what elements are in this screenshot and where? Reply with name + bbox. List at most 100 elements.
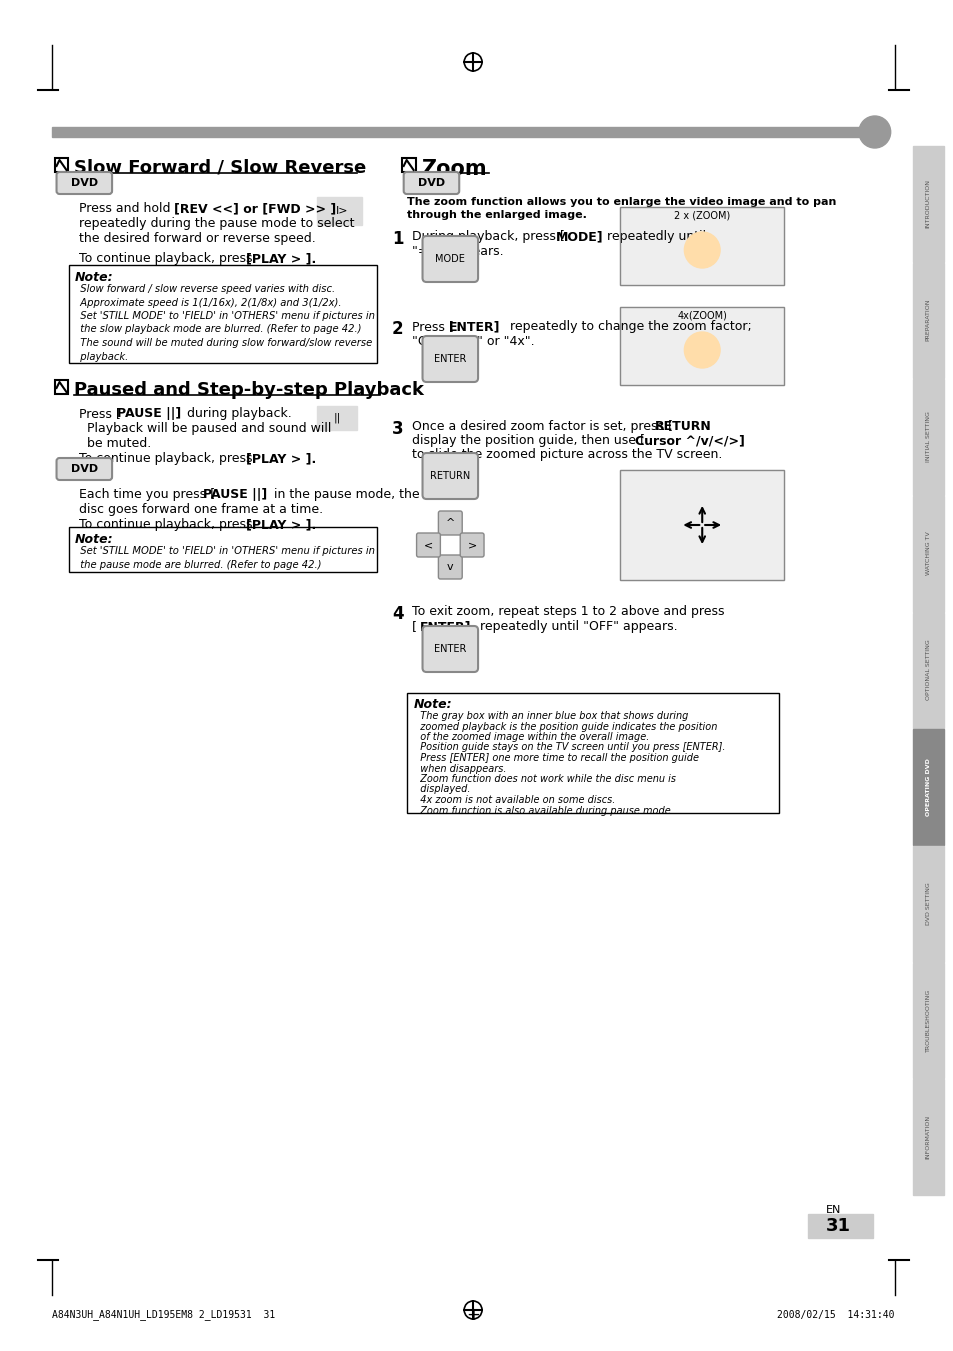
Text: To continue playback, press: To continue playback, press [79,253,256,265]
FancyBboxPatch shape [438,555,461,580]
Circle shape [683,232,720,267]
Text: Playback will be paused and sound will: Playback will be paused and sound will [79,422,332,435]
Bar [54,158,69,172]
Bar [912,496,943,612]
Text: 4: 4 [392,605,403,623]
Text: Press [: Press [ [79,407,121,420]
Bar [912,380,943,494]
Bar [619,207,782,285]
Text: INFORMATION: INFORMATION [925,1115,930,1159]
Text: PREPARATION: PREPARATION [925,299,930,342]
Bar [70,265,376,363]
Text: 2008/02/15  14:31:40: 2008/02/15 14:31:40 [777,1310,894,1320]
Text: WATCHING TV: WATCHING TV [925,531,930,576]
Text: when disappears.: when disappears. [414,763,506,774]
Text: PAUSE ||]: PAUSE ||] [203,488,267,501]
Text: 31: 31 [825,1217,850,1235]
Text: Slow Forward / Slow Reverse: Slow Forward / Slow Reverse [74,159,366,177]
Text: Set 'STILL MODE' to 'FIELD' in 'OTHERS' menu if pictures in: Set 'STILL MODE' to 'FIELD' in 'OTHERS' … [74,311,375,322]
Text: ENTER]: ENTER] [419,620,471,634]
Text: DVD: DVD [71,463,98,474]
Text: Press [: Press [ [411,320,453,332]
Text: Press and hold: Press and hold [79,203,174,215]
Text: ENTER: ENTER [434,644,466,654]
Text: repeatedly during the pause mode to select: repeatedly during the pause mode to sele… [79,218,355,230]
Bar [912,963,943,1078]
Bar [619,207,782,285]
Text: 2 x (ZOOM): 2 x (ZOOM) [674,209,730,220]
Text: +: + [466,1306,479,1324]
FancyBboxPatch shape [422,453,477,499]
Bar [912,846,943,962]
Text: [: [ [411,620,416,634]
Text: Press [ENTER] one more time to recall the position guide: Press [ENTER] one more time to recall th… [414,753,698,763]
Text: Note:: Note: [74,534,112,546]
Text: To exit zoom, repeat steps 1 to 2 above and press: To exit zoom, repeat steps 1 to 2 above … [411,605,723,617]
Text: repeatedly until "OFF" appears.: repeatedly until "OFF" appears. [476,620,677,634]
Text: To continue playback, press: To continue playback, press [79,517,256,531]
Text: be muted.: be muted. [79,436,152,450]
Bar [51,127,874,136]
Text: OPTIONAL SETTING: OPTIONAL SETTING [925,639,930,700]
FancyBboxPatch shape [416,534,440,557]
Text: 3: 3 [392,420,403,438]
Text: ENTER: ENTER [434,354,466,363]
Text: the desired forward or reverse speed.: the desired forward or reverse speed. [79,232,315,245]
Text: RETURN: RETURN [654,420,711,434]
Text: Set 'STILL MODE' to 'FIELD' in 'OTHERS' menu if pictures in: Set 'STILL MODE' to 'FIELD' in 'OTHERS' … [74,546,375,557]
Text: Note:: Note: [74,272,112,284]
Text: in the pause mode, the: in the pause mode, the [270,488,419,501]
Text: repeatedly until: repeatedly until [602,230,705,243]
Text: Position guide stays on the TV screen until you press [ENTER].: Position guide stays on the TV screen un… [414,743,724,753]
Text: display the position guide, then use [: display the position guide, then use [ [411,434,644,447]
Bar [807,1215,872,1238]
Text: "OFF", "2x" or "4x".: "OFF", "2x" or "4x". [411,335,534,349]
Text: DVD: DVD [71,178,98,188]
Text: The gray box with an inner blue box that shows during: The gray box with an inner blue box that… [414,711,687,721]
Text: the pause mode are blurred. (Refer to page 42.): the pause mode are blurred. (Refer to pa… [74,559,321,570]
Bar [619,470,782,580]
Bar [317,407,356,430]
Text: to slide the zoomed picture across the TV screen.: to slide the zoomed picture across the T… [411,449,721,461]
Text: I>: I> [335,205,348,216]
Text: OPERATING DVD: OPERATING DVD [925,758,930,816]
Text: RETURN: RETURN [430,471,470,481]
FancyBboxPatch shape [422,236,477,282]
FancyBboxPatch shape [56,458,112,480]
Text: INTRODUCTION: INTRODUCTION [925,178,930,228]
Text: 4x(ZOOM): 4x(ZOOM) [677,309,726,320]
Text: The zoom function allows you to enlarge the video image and to pan: The zoom function allows you to enlarge … [406,197,835,207]
Text: of the zoomed image within the overall image.: of the zoomed image within the overall i… [414,732,648,742]
Text: >: > [467,540,476,550]
Text: through the enlarged image.: through the enlarged image. [406,209,586,220]
Text: Each time you press [: Each time you press [ [79,488,215,501]
Text: 1: 1 [392,230,403,249]
Bar [619,307,782,385]
Text: [REV <<] or [FWD >> ]: [REV <<] or [FWD >> ] [173,203,335,215]
Text: Once a desired zoom factor is set, press [: Once a desired zoom factor is set, press… [411,420,672,434]
Text: repeatedly to change the zoom factor;: repeatedly to change the zoom factor; [505,320,751,332]
Text: During playback, press [: During playback, press [ [411,230,564,243]
Text: Slow forward / slow reverse speed varies with disc.: Slow forward / slow reverse speed varies… [74,284,335,295]
Text: The sound will be muted during slow forward/slow reverse: The sound will be muted during slow forw… [74,338,373,349]
Text: Zoom: Zoom [421,159,487,178]
Text: DVD: DVD [417,178,444,188]
FancyBboxPatch shape [422,626,477,671]
Bar [619,307,782,385]
Text: 4x zoom is not available on some discs.: 4x zoom is not available on some discs. [414,794,615,805]
Text: MODE]: MODE] [555,230,602,243]
Bar [619,470,782,580]
Text: <: < [423,540,433,550]
Text: playback.: playback. [74,351,129,362]
Text: "==" appears.: "==" appears. [411,245,503,258]
Text: displayed.: displayed. [414,785,470,794]
Text: PAUSE ||]: PAUSE ||] [117,407,181,420]
Text: v: v [447,562,453,571]
Bar [54,380,69,394]
Text: Approximate speed is 1(1/16x), 2(1/8x) and 3(1/2x).: Approximate speed is 1(1/16x), 2(1/8x) a… [74,297,341,308]
Text: A84N3UH_A84N1UH_LD195EM8 2_LD19531  31: A84N3UH_A84N1UH_LD195EM8 2_LD19531 31 [51,1309,274,1320]
Text: Cursor ^/v/</>]: Cursor ^/v/</>] [634,434,744,447]
Text: ||: || [334,413,340,423]
Text: To continue playback, press: To continue playback, press [79,453,256,465]
Text: [PLAY > ].: [PLAY > ]. [246,517,315,531]
